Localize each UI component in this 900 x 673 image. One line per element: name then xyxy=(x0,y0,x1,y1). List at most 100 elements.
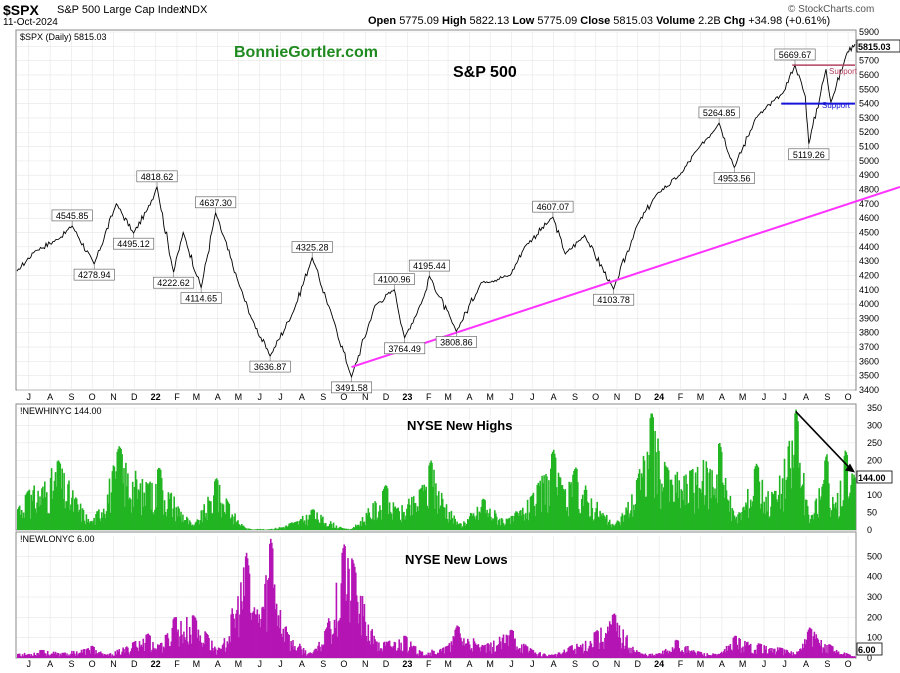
new-highs-bar xyxy=(142,506,145,530)
annotation-box xyxy=(373,273,415,285)
new-lows-bar xyxy=(18,653,21,658)
x-tick-label: D xyxy=(131,392,138,402)
new-lows-bar xyxy=(124,652,126,658)
new-highs-bar xyxy=(778,475,781,530)
new-highs-bar xyxy=(55,486,58,530)
price-annotation: 5119.26 xyxy=(788,143,830,161)
new-highs-bar xyxy=(200,510,203,530)
new-highs-bar xyxy=(800,488,802,530)
new-lows-bar xyxy=(43,650,45,658)
price-annotation: 4607.07 xyxy=(532,200,574,218)
new-highs-bar xyxy=(804,515,806,530)
new-lows-bar xyxy=(566,651,568,658)
new-highs-bar xyxy=(661,483,663,530)
new-highs-bar xyxy=(347,528,349,530)
new-lows-bar xyxy=(75,651,78,658)
new-lows-bar xyxy=(495,651,497,658)
new-highs-bar xyxy=(633,504,635,530)
new-highs-bar xyxy=(193,524,196,530)
new-lows-bar xyxy=(842,653,845,658)
new-highs-bar xyxy=(170,492,173,530)
new-lows-bar xyxy=(790,651,792,658)
new-lows-bar xyxy=(139,646,142,658)
new-lows-bar xyxy=(623,648,625,658)
new-highs-bar xyxy=(382,490,384,530)
new-lows-bar xyxy=(598,649,600,658)
new-highs-bar xyxy=(671,484,674,530)
new-lows-bar xyxy=(203,644,205,658)
new-lows-bar xyxy=(338,620,341,658)
new-highs-bar xyxy=(280,527,283,530)
new-lows-bar xyxy=(437,652,439,658)
new-highs-bar xyxy=(670,479,673,530)
new-highs-bar xyxy=(40,505,42,530)
new-highs-bar xyxy=(139,483,142,530)
new-lows-bar xyxy=(791,655,793,658)
new-highs-bar xyxy=(509,523,512,530)
new-lows-bar xyxy=(158,644,161,658)
new-lows-bar xyxy=(699,652,702,658)
new-highs-bar xyxy=(821,486,823,530)
new-highs-bar xyxy=(597,516,599,530)
new-highs-bar xyxy=(678,480,680,530)
new-highs-bar xyxy=(105,511,108,530)
new-lows-bar xyxy=(841,655,844,658)
new-highs-bar xyxy=(25,493,28,530)
new-highs-bar xyxy=(63,473,65,530)
new-highs-bar xyxy=(751,501,754,530)
new-highs-bar xyxy=(184,520,186,530)
new-highs-bar xyxy=(707,509,709,530)
new-lows-bar xyxy=(727,645,730,658)
new-highs-bar xyxy=(561,485,564,530)
x-tick-label: A xyxy=(299,392,305,402)
new-lows-bar xyxy=(594,631,596,658)
annotation-label: 3636.87 xyxy=(254,362,287,372)
new-lows-bar xyxy=(682,652,684,658)
new-lows-bar xyxy=(447,645,450,658)
chg-value: +34.98 (+0.61%) xyxy=(748,15,831,27)
new-highs-bar xyxy=(157,469,159,530)
new-lows-bar xyxy=(775,654,777,658)
new-highs-bar xyxy=(471,515,474,530)
new-highs-bar xyxy=(805,500,808,530)
new-highs-bar xyxy=(104,518,107,530)
new-lows-bar xyxy=(549,654,551,658)
new-highs-bar xyxy=(190,525,193,530)
new-highs-bar xyxy=(591,508,594,530)
new-highs-bar xyxy=(341,528,343,530)
new-lows-bar xyxy=(622,629,624,658)
new-highs-bar xyxy=(213,495,215,530)
marks-layer: 4545.854278.944495.124818.624222.624114.… xyxy=(16,43,900,658)
new-highs-bar xyxy=(243,527,246,530)
new-highs-bar xyxy=(750,506,753,530)
new-lows-bar xyxy=(436,654,438,658)
new-lows-bar xyxy=(162,646,165,658)
new-highs-bar xyxy=(823,479,825,530)
new-lows-bar xyxy=(480,646,483,658)
new-highs-bar xyxy=(306,525,309,530)
new-lows-bar xyxy=(423,655,426,658)
new-highs-bar xyxy=(400,522,402,530)
new-highs-bar xyxy=(131,481,134,530)
new-lows-bar xyxy=(525,646,528,658)
trend-arrow-head xyxy=(845,463,855,473)
new-highs-bar xyxy=(62,499,64,530)
new-highs-bar xyxy=(646,451,649,530)
new-highs-bar xyxy=(606,514,608,530)
new-highs-bar xyxy=(234,513,236,530)
new-lows-bar xyxy=(670,652,673,658)
new-highs-bar xyxy=(516,511,518,530)
new-highs-bar xyxy=(543,475,545,530)
new-highs-bar xyxy=(738,512,740,530)
new-lows-bar xyxy=(254,614,257,658)
x-tick-label: O xyxy=(340,392,347,402)
new-highs-bar xyxy=(187,524,190,530)
new-highs-bar xyxy=(734,519,736,530)
new-highs-bar xyxy=(797,421,799,530)
new-highs-bar xyxy=(325,523,327,530)
x-tick-label: N xyxy=(614,659,621,669)
new-highs-bar xyxy=(315,519,317,530)
new-highs-bar xyxy=(81,508,84,530)
new-highs-bar xyxy=(236,521,238,530)
new-highs-bar xyxy=(171,517,174,530)
